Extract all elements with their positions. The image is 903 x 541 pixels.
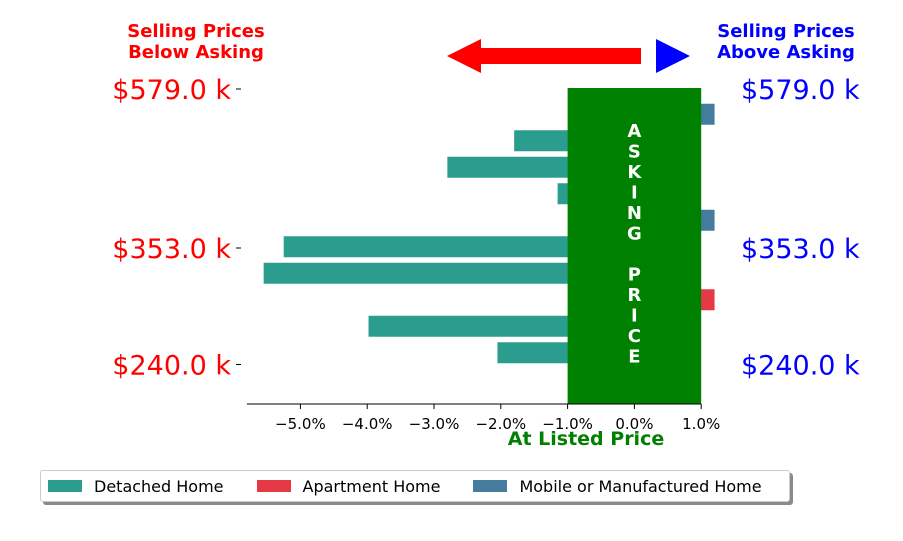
y-label-right-1: $579.0 k [741,75,860,106]
band-letter-1: A [627,121,641,142]
bar-6-detached-home [283,236,635,258]
right-blue-arrow [656,39,690,73]
legend-item-detached: Detached Home [48,477,224,496]
x-tick-label-2: −4.0% [342,415,393,433]
header-above-asking: Selling Prices Above Asking [690,21,882,63]
band-letter-2: S [628,142,641,163]
bar-7-detached-home [263,262,635,284]
x-axis-label: At Listed Price [508,428,664,450]
legend-swatch-detached [48,480,82,492]
y-label-right-2: $353.0 k [741,234,860,265]
legend-swatch-mobile [473,480,508,492]
x-tick-label-6: 0.0% [615,415,653,433]
band-letter-9: R [627,285,641,306]
x-axis: −5.0% −4.0% −3.0% −2.0% −1.0% 0.0% 1.0% At List… [246,403,720,450]
y-label-right-3: $240.0 k [741,351,860,382]
x-tick-label-7: 1.0% [682,415,720,433]
header-above-line1: Selling Prices [717,21,855,42]
legend-label-mobile: Mobile or Manufactured Home [519,476,762,496]
x-tick-label-5: −1.0% [542,415,593,433]
y-label-left-1: $579.0 k [112,75,231,106]
header-below-asking: Selling Prices Below Asking [100,21,292,63]
band-letter-12: E [628,347,640,368]
x-tick-label-4: −2.0% [475,415,526,433]
y-label-left-3: $240.0 k [112,351,231,382]
legend-item-mobile: Mobile or Manufactured Home [473,476,762,496]
asking-price-band-rect [567,88,702,404]
band-letter-8: P [628,265,641,286]
direction-arrows [447,39,690,73]
band-letter-6: G [627,224,642,245]
band-letter-3: K [627,162,642,183]
legend-item-apartment: Apartment Home [256,476,441,496]
band-letter-11: C [628,326,641,347]
legend: Detached Home Apartment Home Mobile or M… [40,470,790,502]
legend-swatch-apartment [256,480,291,492]
band-letter-4: I [631,183,638,204]
legend-label-apartment: Apartment Home [302,476,441,496]
header-above-line2: Above Asking [717,42,855,63]
x-tick-label-3: −3.0% [409,415,460,433]
y-label-left-2: $353.0 k [112,234,231,265]
x-tick-label-1: −5.0% [275,415,326,433]
band-letter-5: N [627,203,642,224]
band-letter-10: I [631,306,638,327]
header-below-line2: Below Asking [128,42,264,63]
header-below-line1: Selling Prices [127,21,265,42]
left-red-arrow [447,39,641,73]
y-tick-labels: $579.0 k $579.0 k $353.0 k $353.0 k $240.0 k… [112,75,860,382]
legend-label-detached: Detached Home [94,476,224,496]
